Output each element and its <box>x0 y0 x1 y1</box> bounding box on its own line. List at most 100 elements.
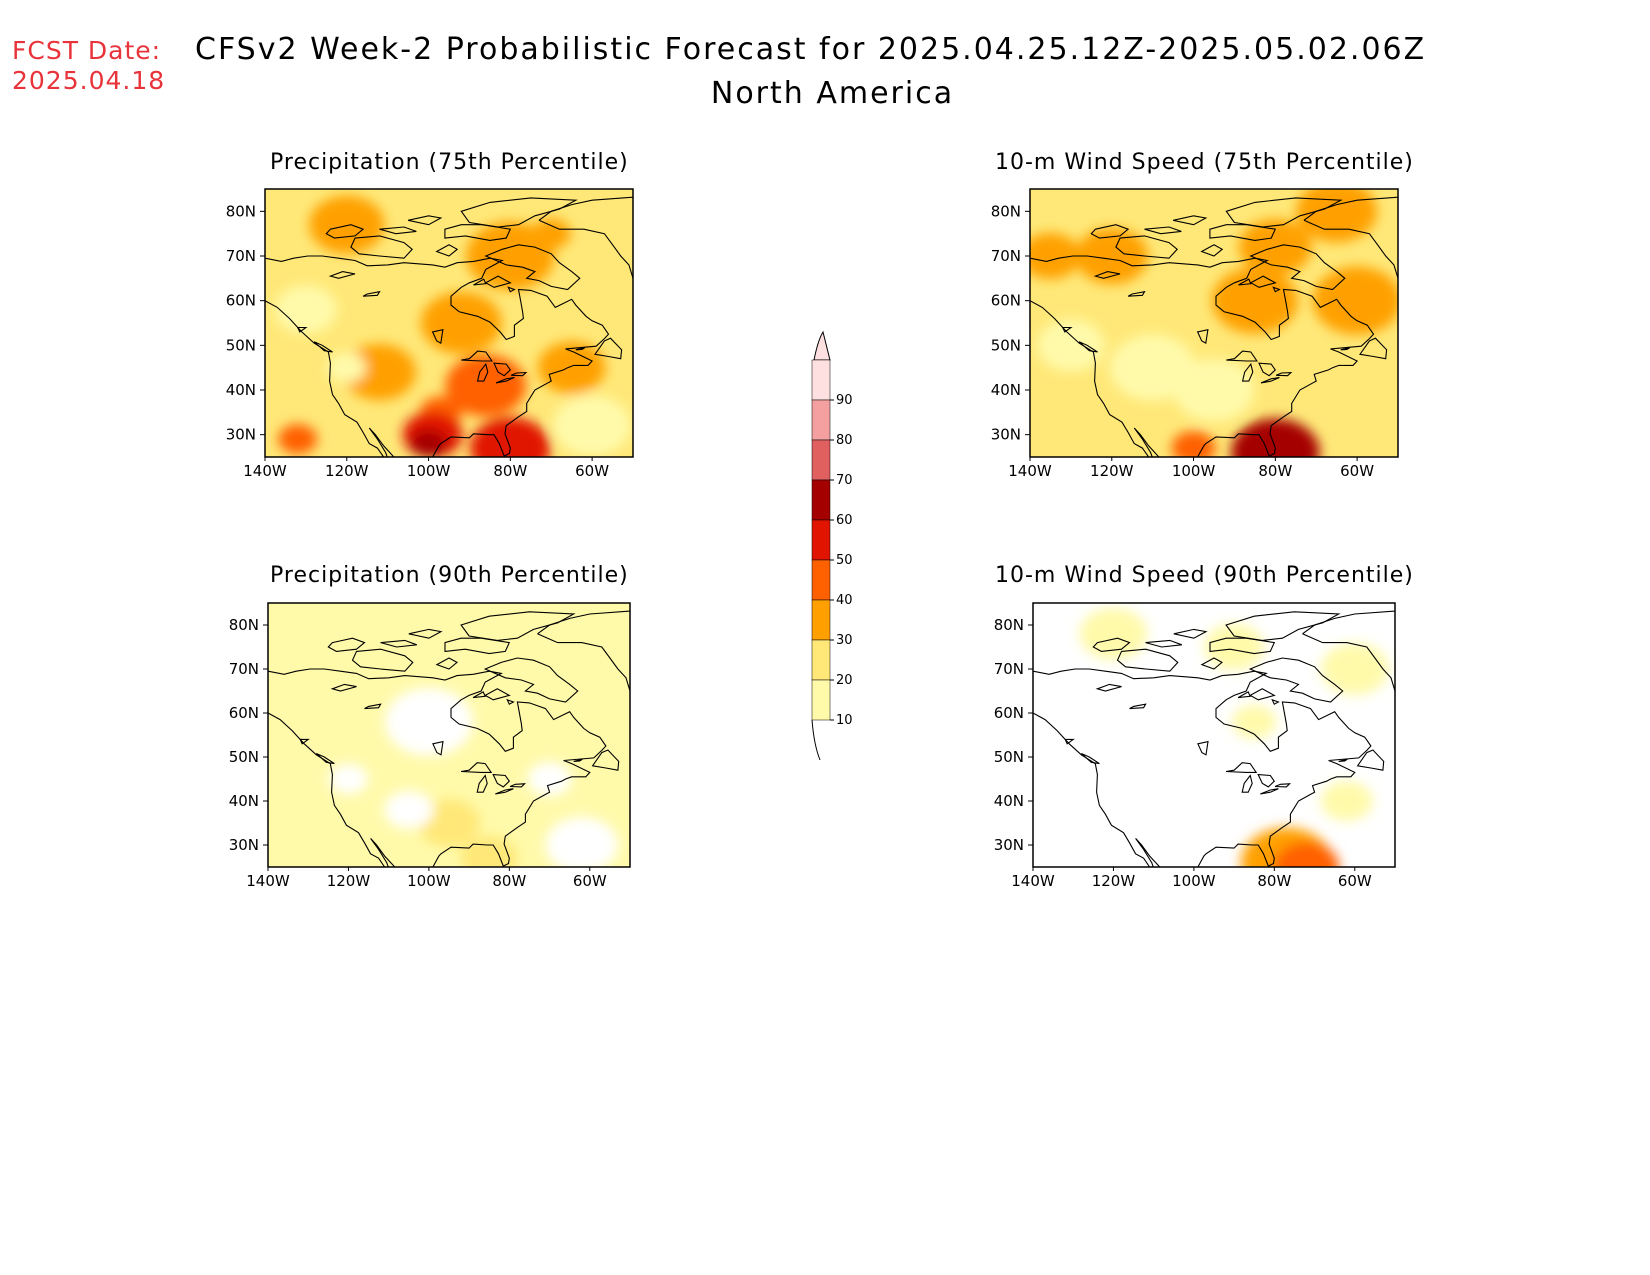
lon-tick-label: 120W <box>327 872 371 890</box>
lon-tick-label: 100W <box>407 872 451 890</box>
lat-tick-label: 40N <box>229 792 259 810</box>
lake-outline <box>1241 362 1254 382</box>
probability-region <box>1204 624 1265 670</box>
island-outline <box>472 691 487 699</box>
lat-tick-label: 70N <box>226 247 256 265</box>
probability-region <box>327 352 367 383</box>
island-outline <box>299 738 310 745</box>
island-outline <box>313 341 333 353</box>
lake-outline <box>495 788 514 795</box>
colorbar-swatch <box>811 559 831 601</box>
colorbar-swatch <box>811 679 831 721</box>
lake-outline <box>495 376 515 384</box>
fcst-date-value: 2025.04.18 <box>12 66 166 95</box>
lake-outline <box>476 362 489 382</box>
lat-tick-label: 60N <box>226 292 256 310</box>
lake-outline <box>1257 773 1276 788</box>
island-outline <box>1061 326 1073 333</box>
lat-tick-label: 80N <box>229 616 259 634</box>
lake-outline <box>362 290 381 297</box>
probability-region <box>278 424 318 455</box>
probability-region <box>384 790 434 829</box>
probability-region <box>1211 267 1298 334</box>
greenland-coastline <box>1302 610 1395 693</box>
lat-tick-label: 30N <box>994 836 1024 854</box>
lake-outline <box>1258 362 1277 377</box>
colorbar-label: 30 <box>836 633 853 648</box>
island-outline <box>327 637 366 652</box>
map-frame <box>267 602 631 868</box>
island-outline <box>1272 286 1281 293</box>
probability-region <box>545 817 619 867</box>
map-frame <box>264 188 634 458</box>
colorbar-swatch <box>811 599 831 641</box>
panel-title-precip75: Precipitation (75th Percentile) <box>270 150 629 175</box>
map-frame <box>1032 602 1396 868</box>
probability-region <box>1320 781 1373 821</box>
colorbar-swatch <box>811 639 831 681</box>
island-outline <box>435 244 459 257</box>
island-outline <box>1200 244 1224 257</box>
island-outline <box>460 611 576 641</box>
probability-region <box>470 417 551 457</box>
colorbar-label: 40 <box>836 593 853 608</box>
lake-outline <box>431 328 444 344</box>
probability-region <box>1232 704 1277 739</box>
coastline <box>1030 255 1375 457</box>
island-outline <box>460 197 578 228</box>
lon-tick-label: 120W <box>325 462 369 480</box>
lake-outline <box>461 350 493 362</box>
lake-outline <box>1196 328 1209 344</box>
lake-outline <box>1241 774 1253 793</box>
lon-tick-label: 60W <box>1340 462 1374 480</box>
lake-outline <box>476 774 488 793</box>
island-outline <box>1209 637 1276 655</box>
lat-tick-label: 30N <box>991 426 1021 444</box>
island-outline <box>484 275 512 288</box>
island-outline <box>1116 648 1179 672</box>
map-wind90: 140W 120W 100W 80W 60W 80N 70N 60N 50N 40N 30N <box>994 602 1396 890</box>
coastline <box>268 668 607 867</box>
island-outline <box>296 326 308 333</box>
lake-outline <box>509 783 527 788</box>
island-outline <box>1078 341 1098 353</box>
lat-tick-label: 80N <box>994 616 1024 634</box>
lon-tick-label: 60W <box>573 872 607 890</box>
probability-region <box>1037 319 1105 372</box>
lat-tick-label: 40N <box>991 381 1021 399</box>
lat-tick-label: 30N <box>229 836 259 854</box>
island-outline <box>1092 637 1131 652</box>
colorbar-label: 60 <box>836 513 853 528</box>
lon-tick-label: 60W <box>575 462 609 480</box>
lake-outline <box>492 773 511 788</box>
island-outline <box>1080 752 1100 765</box>
panel-title-wind75: 10-m Wind Speed (75th Percentile) <box>995 150 1414 175</box>
probability-region <box>420 292 502 354</box>
island-outline <box>1144 226 1182 235</box>
island-outline <box>351 648 414 672</box>
lon-tick-label: 80W <box>493 462 527 480</box>
island-outline <box>444 637 511 655</box>
lat-tick-label: 50N <box>994 748 1024 766</box>
probability-region <box>1274 842 1340 867</box>
forecast-date-block: FCST Date: 2025.04.18 <box>12 36 165 96</box>
lon-tick-label: 140W <box>1011 872 1055 890</box>
greenland-coastline <box>537 610 630 693</box>
island-outline <box>507 286 516 293</box>
colorbar-swatch <box>811 519 831 561</box>
lon-tick-label: 140W <box>246 872 290 890</box>
probability-region <box>309 195 385 254</box>
island-outline <box>325 224 365 239</box>
map-precip90: 140W 120W 100W 80W 60W 80N 70N 60N 50N 40N 30N <box>229 602 631 890</box>
island-outline <box>591 749 620 771</box>
lat-tick-label: 40N <box>226 381 256 399</box>
colorbar-label: 20 <box>836 673 853 688</box>
lon-tick-label: 120W <box>1092 872 1136 890</box>
island-outline <box>473 278 487 286</box>
island-outline <box>350 235 413 259</box>
probability-region <box>553 395 632 456</box>
colorbar-top-cap <box>813 330 831 361</box>
lake-outline <box>330 683 357 692</box>
probability-region <box>1231 418 1320 457</box>
probability-region <box>384 687 474 756</box>
